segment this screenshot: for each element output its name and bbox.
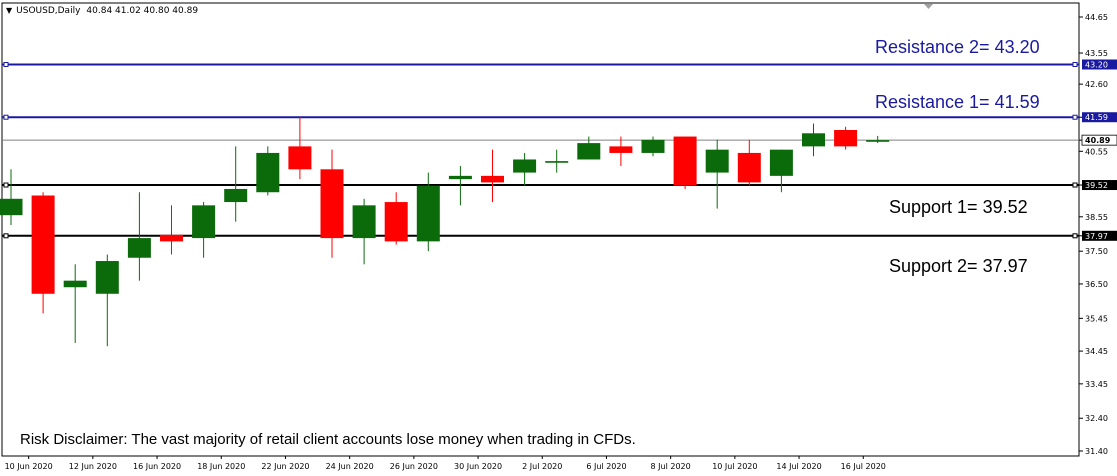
y-tick-label: 43.55 — [1085, 49, 1108, 58]
x-tick-label: 16 Jun 2020 — [133, 462, 181, 471]
candle-bullish — [448, 175, 472, 180]
candle-bullish — [63, 280, 87, 288]
candle-bullish — [577, 143, 601, 160]
y-tick-label: 40.55 — [1085, 147, 1108, 156]
x-tick-label: 10 Jun 2020 — [5, 462, 53, 471]
x-tick-label: 12 Jun 2020 — [69, 462, 117, 471]
level-price-box — [1082, 230, 1117, 241]
level-price-label: 41.59 — [1085, 113, 1108, 122]
candle-bullish — [802, 133, 825, 147]
current-price-box — [1081, 134, 1117, 146]
candle-bullish — [545, 161, 569, 163]
x-tick-label: 22 Jun 2020 — [261, 462, 309, 471]
support-2-label: Support 2= 37.97 — [889, 256, 1028, 276]
candle-bullish — [127, 238, 151, 258]
level-price-label: 39.52 — [1085, 181, 1108, 190]
y-tick-label: 33.45 — [1085, 380, 1108, 389]
y-tick-label: 42.60 — [1085, 80, 1108, 89]
candle-bullish — [641, 139, 665, 153]
candle-bullish — [769, 149, 793, 176]
level-price-box — [1082, 180, 1117, 191]
candle-bullish — [0, 198, 23, 216]
y-tick-label: 44.65 — [1085, 13, 1108, 22]
candle-bullish — [224, 188, 248, 203]
y-tick-label: 37.50 — [1085, 247, 1108, 256]
scroll-marker-icon[interactable] — [924, 4, 933, 9]
ohlc-values: 40.84 41.02 40.80 40.89 — [86, 6, 199, 16]
x-tick-label: 18 Jun 2020 — [197, 462, 245, 471]
x-tick-label: 26 Jun 2020 — [390, 462, 438, 471]
x-tick-label: 2 Jul 2020 — [522, 462, 562, 471]
candle-bearish — [673, 136, 697, 186]
plot-area[interactable] — [1, 2, 1080, 457]
collapse-triangle-icon[interactable]: ▼ — [6, 6, 13, 15]
candle-bullish — [352, 205, 376, 239]
candle-bullish — [866, 140, 890, 142]
symbol-info: ▼ USOUSD,Daily 40.84 41.02 40.80 40.89 — [6, 6, 198, 16]
resistance-1-anchor-handle[interactable] — [1072, 114, 1078, 120]
y-tick-label: 36.50 — [1085, 280, 1108, 289]
y-tick-label: 34.45 — [1085, 347, 1108, 356]
support-1-label: Support 1= 39.52 — [889, 197, 1028, 217]
level-price-box — [1082, 112, 1117, 123]
resistance-2-anchor-handle[interactable] — [3, 61, 9, 67]
y-tick-label: 38.55 — [1085, 213, 1108, 222]
candle-bearish — [31, 195, 55, 294]
x-tick-label: 10 Jul 2020 — [712, 462, 757, 471]
support-2-anchor-handle[interactable] — [3, 233, 9, 239]
candle-bearish — [609, 146, 633, 153]
resistance-2-anchor-handle[interactable] — [1072, 61, 1078, 67]
level-price-label: 43.20 — [1085, 60, 1108, 69]
x-tick-label: 30 Jun 2020 — [454, 462, 502, 471]
resistance-1-label: Resistance 1= 41.59 — [875, 92, 1040, 112]
y-tick-label: 32.40 — [1085, 414, 1108, 423]
candle-bearish — [834, 130, 858, 147]
candle-bearish — [481, 175, 504, 183]
candle-bearish — [384, 202, 408, 242]
y-tick-label: 31.40 — [1085, 447, 1108, 456]
candle-bullish — [192, 205, 216, 239]
y-tick-label: 35.45 — [1085, 314, 1108, 323]
support-1-anchor-handle[interactable] — [3, 182, 9, 188]
candle-bullish — [513, 159, 537, 173]
candle-bearish — [320, 169, 344, 239]
candle-bullish — [95, 261, 119, 294]
x-tick-label: 14 Jul 2020 — [776, 462, 821, 471]
support-1-anchor-handle[interactable] — [1072, 182, 1078, 188]
candle-bullish — [705, 149, 729, 173]
resistance-2-label: Resistance 2= 43.20 — [875, 37, 1040, 57]
current-price-label: 40.89 — [1085, 136, 1111, 145]
candle-bearish — [288, 146, 312, 170]
x-tick-label: 24 Jun 2020 — [326, 462, 374, 471]
candle-bearish — [160, 234, 183, 242]
candle-bullish — [416, 185, 440, 242]
candle-bearish — [737, 152, 761, 183]
level-price-box — [1082, 59, 1117, 70]
x-tick-label: 8 Jul 2020 — [651, 462, 691, 471]
level-price-label: 37.97 — [1085, 232, 1108, 241]
risk-disclaimer: Risk Disclaimer: The vast majority of re… — [20, 431, 636, 448]
x-tick-label: 16 Jul 2020 — [841, 462, 886, 471]
resistance-1-anchor-handle[interactable] — [3, 114, 9, 120]
symbol-label: USOUSD,Daily — [16, 6, 81, 16]
candle-bullish — [256, 152, 280, 193]
x-tick-label: 6 Jul 2020 — [586, 462, 626, 471]
support-2-anchor-handle[interactable] — [1072, 233, 1078, 239]
